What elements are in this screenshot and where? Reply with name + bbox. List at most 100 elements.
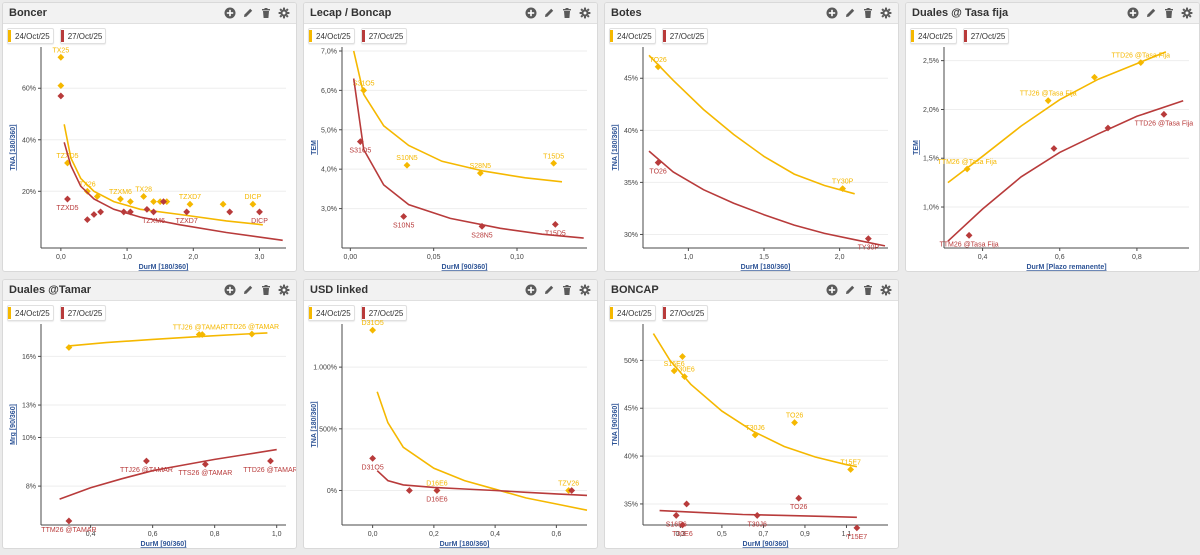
data-point[interactable]	[864, 235, 872, 243]
data-point[interactable]	[249, 200, 257, 208]
data-point[interactable]	[965, 231, 973, 239]
data-point[interactable]	[551, 220, 559, 228]
legend-item[interactable]: 24/Oct/25	[7, 28, 54, 44]
data-point[interactable]	[97, 208, 104, 216]
data-point[interactable]	[120, 208, 128, 216]
data-point[interactable]	[400, 213, 408, 220]
edit-pencil-icon[interactable]	[241, 284, 254, 297]
plus-circle-icon[interactable]	[524, 284, 537, 297]
data-point[interactable]	[83, 187, 91, 195]
data-point[interactable]	[679, 353, 686, 360]
data-point[interactable]	[795, 494, 803, 502]
data-point[interactable]	[654, 63, 662, 71]
data-point[interactable]	[683, 500, 691, 508]
edit-pencil-icon[interactable]	[843, 284, 856, 297]
data-point[interactable]	[64, 159, 71, 167]
legend-item[interactable]: 27/Oct/25	[661, 28, 709, 44]
legend-item[interactable]: 27/Oct/25	[962, 28, 1010, 44]
data-point[interactable]	[356, 138, 364, 145]
plus-circle-icon[interactable]	[223, 7, 236, 20]
data-point[interactable]	[403, 161, 411, 169]
trash-icon[interactable]	[861, 284, 874, 297]
plus-circle-icon[interactable]	[223, 284, 236, 297]
data-point[interactable]	[672, 512, 680, 519]
legend-item[interactable]: 24/Oct/25	[308, 28, 355, 44]
data-point[interactable]	[126, 208, 134, 216]
data-point[interactable]	[839, 185, 847, 193]
data-point[interactable]	[219, 200, 227, 208]
data-point[interactable]	[83, 216, 91, 224]
data-point[interactable]	[568, 487, 576, 494]
gear-icon[interactable]	[277, 7, 290, 20]
data-point[interactable]	[64, 195, 71, 203]
data-point[interactable]	[90, 211, 98, 218]
data-point[interactable]	[1044, 97, 1052, 105]
plus-circle-icon[interactable]	[825, 7, 838, 20]
data-point[interactable]	[256, 208, 263, 216]
gear-icon[interactable]	[879, 284, 892, 297]
gear-icon[interactable]	[578, 7, 591, 20]
data-point[interactable]	[654, 159, 662, 167]
data-point[interactable]	[679, 521, 686, 529]
data-point[interactable]	[198, 331, 206, 338]
data-point[interactable]	[369, 455, 377, 462]
trash-icon[interactable]	[861, 7, 874, 20]
data-point[interactable]	[57, 53, 65, 61]
trash-icon[interactable]	[560, 7, 573, 20]
plus-circle-icon[interactable]	[1126, 7, 1139, 20]
data-point[interactable]	[201, 460, 209, 468]
data-point[interactable]	[360, 86, 368, 94]
data-point[interactable]	[369, 326, 377, 334]
legend-item[interactable]: 24/Oct/25	[308, 305, 355, 321]
gear-icon[interactable]	[1180, 7, 1193, 20]
data-point[interactable]	[65, 517, 73, 525]
data-point[interactable]	[853, 524, 861, 532]
plus-circle-icon[interactable]	[825, 284, 838, 297]
data-point[interactable]	[753, 512, 761, 519]
data-point[interactable]	[405, 487, 413, 494]
data-point[interactable]	[160, 198, 167, 206]
legend-item[interactable]: 24/Oct/25	[7, 305, 54, 321]
data-point[interactable]	[670, 367, 678, 375]
edit-pencil-icon[interactable]	[1144, 7, 1157, 20]
plus-circle-icon[interactable]	[524, 7, 537, 20]
data-point[interactable]	[126, 198, 134, 206]
data-point[interactable]	[681, 373, 688, 381]
data-point[interactable]	[751, 431, 759, 439]
data-point[interactable]	[143, 457, 150, 465]
data-point[interactable]	[433, 487, 441, 494]
data-point[interactable]	[150, 198, 157, 206]
edit-pencil-icon[interactable]	[241, 7, 254, 20]
data-point[interactable]	[791, 419, 798, 426]
data-point[interactable]	[140, 193, 148, 200]
data-point[interactable]	[550, 159, 558, 167]
data-point[interactable]	[248, 330, 256, 338]
data-point[interactable]	[267, 457, 274, 465]
data-point[interactable]	[847, 466, 855, 473]
data-point[interactable]	[1050, 145, 1058, 152]
edit-pencil-icon[interactable]	[843, 7, 856, 20]
legend-item[interactable]: 24/Oct/25	[609, 28, 656, 44]
gear-icon[interactable]	[578, 284, 591, 297]
data-point[interactable]	[963, 165, 971, 173]
data-point[interactable]	[226, 208, 234, 216]
data-point[interactable]	[150, 208, 157, 216]
legend-item[interactable]: 24/Oct/25	[609, 305, 656, 321]
data-point[interactable]	[183, 208, 191, 216]
legend-item[interactable]: 24/Oct/25	[910, 28, 957, 44]
data-point[interactable]	[476, 169, 484, 177]
data-point[interactable]	[1160, 110, 1168, 118]
legend-item[interactable]: 27/Oct/25	[360, 305, 408, 321]
legend-item[interactable]: 27/Oct/25	[59, 28, 107, 44]
data-point[interactable]	[57, 92, 65, 100]
edit-pencil-icon[interactable]	[542, 284, 555, 297]
edit-pencil-icon[interactable]	[542, 7, 555, 20]
data-point[interactable]	[93, 193, 101, 200]
legend-item[interactable]: 27/Oct/25	[661, 305, 709, 321]
trash-icon[interactable]	[259, 7, 272, 20]
data-point[interactable]	[186, 200, 194, 208]
legend-item[interactable]: 27/Oct/25	[59, 305, 107, 321]
trash-icon[interactable]	[1162, 7, 1175, 20]
data-point[interactable]	[1091, 73, 1098, 81]
data-point[interactable]	[117, 195, 124, 203]
